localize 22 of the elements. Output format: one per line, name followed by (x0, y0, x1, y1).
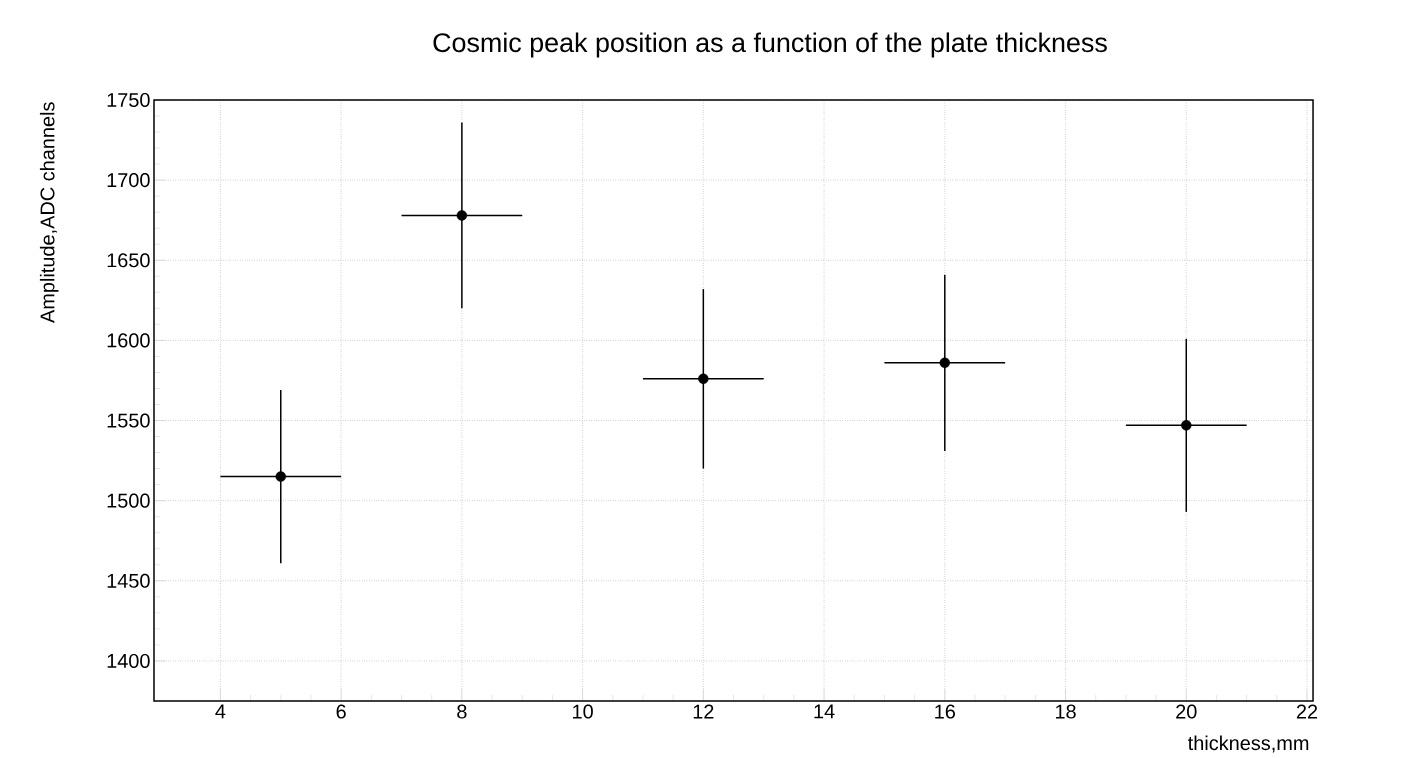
y-tick-label: 1550 (107, 413, 150, 428)
x-tick-label: 14 (814, 704, 835, 719)
x-tick-label: 18 (1055, 704, 1076, 719)
x-tick-label: 16 (935, 704, 955, 719)
y-tick-label: 1600 (107, 333, 150, 348)
chart-title: Cosmic peak position as a function of the plate thickness (433, 32, 1107, 58)
y-tick-label: 1500 (107, 493, 150, 508)
y-tick-label: 1750 (107, 92, 150, 108)
y-axis-title: Amplitude,ADC channels (39, 102, 59, 323)
y-tick-label: 1450 (107, 573, 150, 588)
y-tick-label: 1700 (107, 173, 150, 188)
x-tick-label: 20 (1176, 704, 1197, 719)
y-tick-label: 1400 (107, 653, 150, 668)
x-tick-label: 6 (336, 704, 346, 719)
x-tick-label: 10 (573, 704, 593, 719)
x-axis-title: thickness,mm (1188, 735, 1309, 753)
x-tick-label: 12 (693, 704, 714, 719)
x-tick-label: 22 (1296, 704, 1318, 719)
y-tick-label: 1650 (107, 253, 150, 268)
x-tick-label: 8 (457, 704, 467, 719)
x-tick-label: 4 (215, 704, 226, 719)
point (939, 357, 950, 369)
